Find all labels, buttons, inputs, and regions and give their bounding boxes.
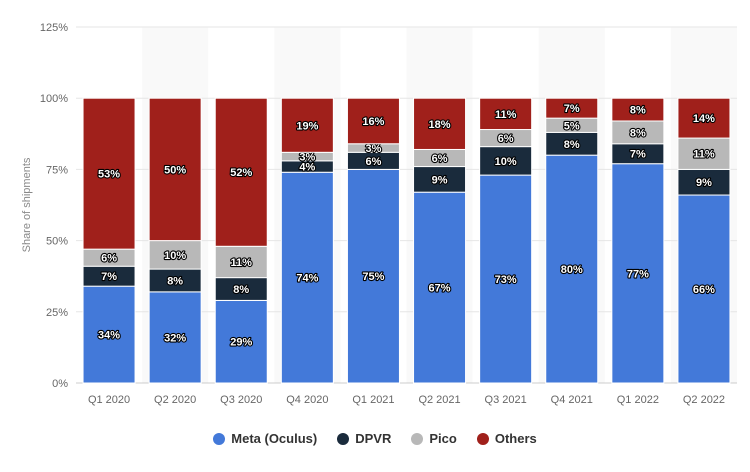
bar-segment[interactable] — [148, 291, 202, 384]
legend-label: DPVR — [355, 431, 392, 446]
data-label: 5% — [564, 120, 580, 132]
x-tick-label: Q2 2021 — [418, 394, 460, 406]
data-label: 7% — [630, 149, 646, 161]
x-tick-label: Q1 2022 — [617, 394, 659, 406]
legend-swatch — [213, 432, 226, 445]
data-label: 11% — [231, 257, 253, 269]
data-label: 10% — [164, 250, 186, 262]
legend-label: Others — [494, 431, 537, 446]
data-label: 34% — [98, 330, 120, 342]
data-label: 52% — [230, 167, 252, 179]
y-tick-label: 100% — [40, 93, 68, 105]
data-label: 4% — [299, 162, 315, 174]
data-label: 3% — [365, 143, 381, 155]
data-label: 3% — [299, 152, 315, 164]
bar-segment[interactable] — [413, 166, 467, 193]
x-tick-label: Q2 2022 — [683, 394, 725, 406]
data-label: 6% — [365, 156, 381, 168]
bar-segment[interactable] — [545, 154, 599, 384]
data-label: 6% — [101, 253, 117, 265]
y-tick-label: 0% — [52, 378, 68, 390]
data-label: 8% — [564, 139, 580, 151]
data-label: 50% — [164, 164, 186, 176]
data-label: 29% — [230, 337, 252, 349]
data-label: 10% — [495, 156, 517, 168]
legend-item[interactable]: Others — [476, 431, 537, 446]
data-label: 8% — [630, 105, 646, 117]
bar-segment[interactable] — [479, 146, 533, 176]
bar-segment[interactable] — [677, 137, 731, 170]
data-label: 11% — [495, 109, 517, 121]
bar-segment[interactable] — [479, 174, 533, 384]
bar-segment[interactable] — [413, 191, 467, 384]
y-axis-title: Share of shipments — [21, 157, 33, 252]
data-label: 53% — [98, 169, 120, 181]
legend: Meta (Oculus) DPVR Pico Others — [0, 431, 750, 446]
bar-segment[interactable] — [148, 97, 202, 242]
data-label: 80% — [561, 264, 583, 276]
x-tick-label: Q1 2020 — [88, 394, 130, 406]
bar-segment[interactable] — [280, 97, 334, 153]
bar-segment[interactable] — [280, 171, 334, 384]
y-axis: 0% 25% 50% 75% 100% 125% — [40, 22, 68, 390]
bar-segment[interactable] — [346, 168, 400, 384]
legend-label: Pico — [429, 431, 457, 446]
bar-segment[interactable] — [82, 97, 136, 250]
x-tick-label: Q4 2021 — [551, 394, 593, 406]
bar-segment[interactable] — [214, 97, 268, 247]
data-label: 67% — [429, 283, 451, 295]
y-tick-label: 25% — [46, 307, 68, 319]
stacked-bar-chart: 0% 25% 50% 75% 100% 125% 34% 7% 6% 53% 32% 8% 10% 50… — [21, 22, 737, 406]
bar-segment[interactable] — [677, 168, 731, 196]
data-label: 7% — [101, 271, 117, 283]
bar-segment[interactable] — [214, 299, 268, 384]
data-label: 18% — [429, 119, 451, 131]
bar-segment[interactable] — [82, 285, 136, 384]
data-label: 8% — [630, 127, 646, 139]
data-label: 14% — [693, 113, 715, 125]
data-label: 9% — [696, 177, 712, 189]
bar-segment[interactable] — [611, 163, 665, 384]
bar-segment[interactable] — [677, 194, 731, 384]
data-label: 9% — [432, 174, 448, 186]
data-label: 6% — [498, 133, 514, 145]
data-label: 66% — [693, 284, 715, 296]
data-label: 6% — [432, 153, 448, 165]
bar-segment[interactable] — [479, 97, 533, 131]
bar-segment[interactable] — [677, 97, 731, 139]
bar-segment[interactable] — [148, 240, 202, 270]
data-label: 8% — [167, 275, 183, 287]
bars: 34%7%6%53%32%8%10%50%29%8%11%52%74%4%3%1… — [82, 97, 731, 384]
x-tick-label: Q3 2021 — [485, 394, 527, 406]
data-label: 8% — [233, 284, 249, 296]
bar-segment[interactable] — [413, 97, 467, 150]
legend-item[interactable]: Meta (Oculus) — [213, 431, 317, 446]
x-axis: Q1 2020 Q2 2020 Q3 2020 Q4 2020 Q1 2021 Q2 20… — [88, 394, 725, 406]
x-tick-label: Q4 2020 — [286, 394, 328, 406]
data-label: 16% — [362, 116, 384, 128]
legend-swatch — [411, 432, 424, 445]
y-tick-label: 50% — [46, 236, 68, 248]
y-tick-label: 75% — [46, 164, 68, 176]
x-tick-label: Q2 2020 — [154, 394, 196, 406]
data-label: 74% — [296, 273, 318, 285]
data-label: 77% — [627, 268, 649, 280]
legend-label: Meta (Oculus) — [231, 431, 318, 446]
data-label: 75% — [362, 271, 384, 283]
bar-segment[interactable] — [545, 97, 599, 119]
data-label: 7% — [564, 103, 580, 115]
data-label: 73% — [495, 274, 517, 286]
legend-item[interactable]: DPVR — [337, 431, 391, 446]
bar-segment[interactable] — [346, 97, 400, 145]
y-tick-label: 125% — [40, 22, 68, 34]
x-tick-label: Q1 2021 — [352, 394, 394, 406]
data-label: 11% — [693, 149, 715, 161]
legend-swatch — [337, 432, 350, 445]
legend-swatch — [476, 432, 489, 445]
x-tick-label: Q3 2020 — [220, 394, 262, 406]
data-label: 19% — [296, 120, 318, 132]
legend-item[interactable]: Pico — [411, 431, 457, 446]
bar-segment[interactable] — [611, 97, 665, 122]
data-label: 32% — [164, 332, 186, 344]
